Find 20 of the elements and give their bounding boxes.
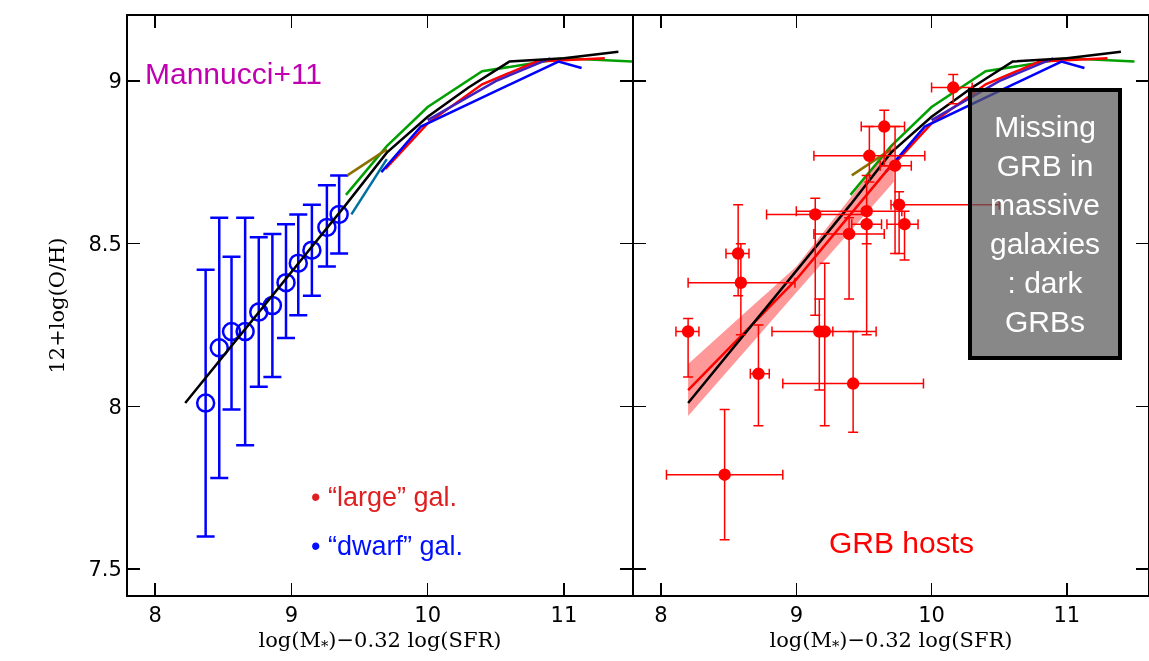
y-tick-label: 7.5 <box>88 557 122 582</box>
x-tick-label: 9 <box>789 603 804 628</box>
x-tick-label: 11 <box>1053 603 1081 628</box>
y-tick-label: 8 <box>108 394 122 419</box>
annotation: • “large” gal. <box>311 482 458 512</box>
x-axis-title: log(M$_{*}$)−0.32 log(SFR) <box>769 627 1013 655</box>
x-tick-label: 9 <box>284 603 299 628</box>
y-axis-title: 12+log(O/H) <box>45 237 70 374</box>
x-axis-title: log(M$_{*}$)−0.32 log(SFR) <box>258 627 502 655</box>
x-tick-label: 11 <box>550 603 578 628</box>
x-tick-label: 10 <box>414 603 442 628</box>
x-tick-label: 10 <box>918 603 945 628</box>
x-tick-label: 8 <box>654 603 668 628</box>
y-tick-label: 9 <box>108 69 122 94</box>
y-tick-label: 8.5 <box>88 232 122 257</box>
x-tick-label: 8 <box>148 603 162 628</box>
annotation: Missing GRB in massive galaxies : dark GRBs <box>990 110 1101 338</box>
annotation: Mannucci+11 <box>145 57 323 90</box>
annotation: • “dwarf” gal. <box>311 531 463 561</box>
annotation: GRB hosts <box>829 526 975 559</box>
